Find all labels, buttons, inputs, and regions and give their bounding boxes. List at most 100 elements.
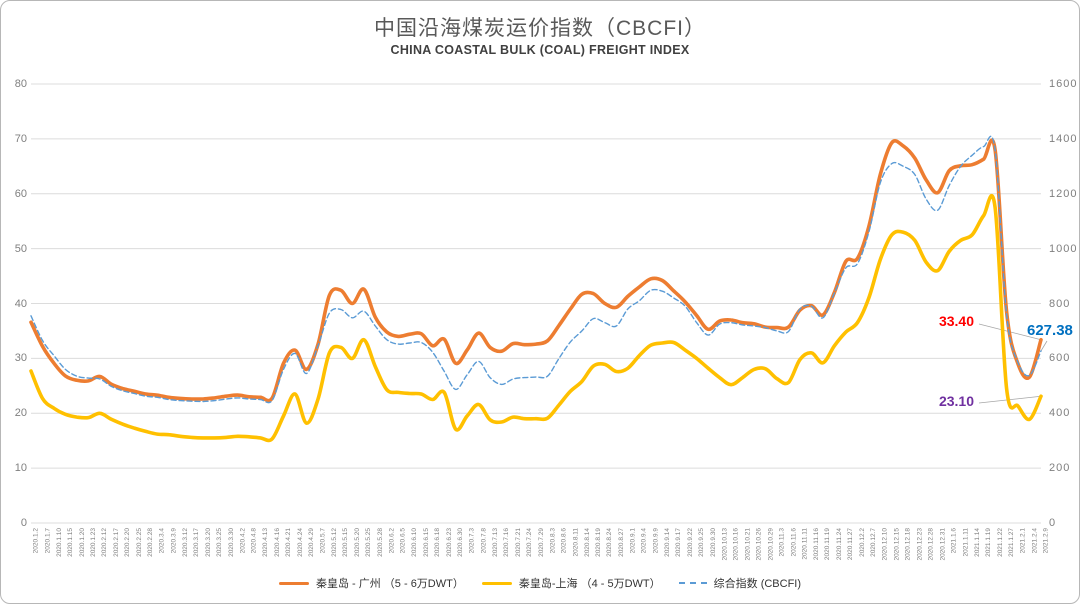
right-axis-tick: 0: [1049, 517, 1057, 529]
x-axis-date-label: 2020.6.18: [434, 528, 442, 557]
x-axis-date-label: 2021.1.27: [1008, 528, 1016, 557]
right-axis-tick: 1400: [1049, 132, 1078, 145]
x-axis-date-label: 2020.11.6: [790, 528, 797, 557]
x-axis-date-label: 2020.11.3: [778, 528, 786, 557]
x-axis-date-label: 2020.8.24: [606, 528, 614, 557]
x-axis-date-label: 2020.7.3: [468, 528, 476, 554]
x-axis-date-label: 2020.5.25: [365, 528, 373, 557]
x-axis-date-label: 2020.3.9: [170, 528, 178, 554]
x-axis-date-label: 2020.11.19: [824, 528, 832, 561]
x-axis-date-label: 2020.6.2: [388, 528, 396, 554]
x-axis-date-label: 2020.9.9: [652, 528, 660, 554]
x-axis-date-label: 2020.3.20: [204, 528, 212, 557]
x-axis-date-label: 2020.12.2: [858, 528, 866, 557]
series-line-2: [30, 135, 1042, 404]
x-axis-date-label: 2020.9.1: [629, 528, 637, 554]
x-axis-date-label: 2020.10.13: [721, 528, 729, 561]
x-axis-date-label: 2020.5.7: [319, 528, 327, 554]
legend-line-dashed-blue-icon: [678, 582, 707, 584]
x-axis-date-label: 2020.4.8: [250, 528, 258, 554]
x-axis-date-label: 2020.8.11: [571, 528, 579, 557]
x-axis-date-label: 2020.2.17: [112, 528, 120, 557]
x-axis-date-label: 2020.12.31: [939, 528, 947, 561]
x-axis-date-label: 2020.8.6: [560, 528, 568, 554]
x-axis-date-label: 2020.12.23: [916, 528, 924, 561]
series-line-1: [29, 194, 1043, 443]
x-axis-date-label: 2020.4.29: [307, 528, 315, 557]
legend-line-yellow-icon: [481, 581, 512, 585]
x-axis-date-label: 2020.1.10: [55, 528, 63, 557]
x-axis-date-label: 2020.12.18: [904, 528, 912, 561]
x-axis-date-label: 2020.4.13: [262, 528, 270, 557]
x-axis-date-label: 2021.1.14: [973, 528, 981, 557]
x-axis-date-label: 2020.12.10: [881, 528, 889, 561]
x-axis-date-label: 2020.9.22: [686, 528, 694, 557]
x-axis-date-label: 2020.3.17: [193, 528, 201, 557]
legend-item-cbcfi-composite: 综合指数 (CBCFI): [678, 575, 802, 591]
left-axis-tick: 20: [14, 407, 27, 420]
x-axis-date-label: 2020.7.21: [514, 528, 522, 557]
x-axis-date-label: 2020.4.16: [273, 528, 281, 557]
chart-title: 中国沿海煤炭运价指数（CBCFI）: [374, 17, 706, 40]
x-axis-date-label: 2020.9.14: [663, 528, 671, 557]
x-axis-date-label: 2020.8.3: [548, 528, 556, 554]
x-axis-date-label: 2020.6.23: [445, 528, 453, 557]
x-axis-date-label: 2020.11.11: [801, 528, 809, 560]
x-axis-date-label: 2021.2.1: [1019, 528, 1027, 554]
right-axis-tick: 1000: [1049, 242, 1078, 255]
legend-label-qinhuangdao-shanghai: 秦皇岛-上海 （4 - 5万DWT）: [518, 578, 661, 590]
x-axis-date-label: 2020.9.25: [698, 528, 706, 557]
x-axis-date-label: 2021.1.19: [985, 528, 993, 557]
x-axis-date-label: 2020.10.26: [755, 528, 763, 561]
annotation-qinhuangdao-shanghai-last-value: 23.10: [938, 393, 974, 409]
x-axis-date-label: 2020.11.27: [847, 528, 855, 561]
chart-subtitle: CHINA COASTAL BULK (COAL) FREIGHT INDEX: [390, 43, 690, 57]
x-axis-date-label: 2020.2.28: [147, 528, 155, 557]
right-axis-tick: 200: [1049, 462, 1071, 475]
left-axis-tick: 10: [14, 462, 27, 475]
annotation-cbcfi-last-value: 627.38: [1027, 322, 1073, 339]
leader-line-627-38: [1040, 340, 1048, 352]
legend-item-qinhuangdao-shanghai: 秦皇岛-上海 （4 - 5万DWT）: [481, 575, 661, 591]
x-axis-date-label: 2020.5.12: [330, 528, 338, 557]
x-axis-date-label: 2020.3.12: [181, 528, 189, 557]
x-axis-date-label: 2021.1.6: [950, 528, 958, 554]
right-axis-tick: 600: [1049, 352, 1071, 365]
x-axis-date-label: 2020.3.25: [216, 528, 224, 557]
series-line-0: [29, 138, 1043, 403]
left-axis-tick: 80: [14, 78, 27, 90]
x-axis-date-label: 2020.9.17: [675, 528, 683, 557]
x-axis-date-label: 2020.7.24: [526, 528, 534, 557]
x-axis-date-label: 2020.8.19: [594, 528, 602, 557]
right-axis-tick: 400: [1049, 407, 1071, 420]
left-axis-tick: 30: [14, 352, 27, 365]
x-axis-date-label: 2020.10.16: [732, 528, 740, 561]
x-axis-date-label: 2020.4.24: [296, 528, 304, 557]
x-axis-date-label: 2020.4.2: [239, 528, 247, 554]
x-axis-date-label: 2020.11.16: [812, 528, 820, 561]
x-axis-date-label: 2021.2.9: [1042, 528, 1050, 554]
x-axis-date-label: 2020.12.15: [893, 528, 901, 561]
x-axis-date-label: 2021.1.11: [962, 528, 970, 557]
x-axis-date-label: 2020.7.29: [537, 528, 545, 557]
x-axis-date-label: 2020.8.27: [617, 528, 625, 557]
x-axis-date-label: 2020.1.7: [43, 528, 51, 554]
x-axis-date-label: 2020.6.30: [457, 528, 465, 557]
x-axis-date-label: 2020.7.13: [491, 528, 499, 557]
x-axis-date-label: 2020.6.10: [411, 528, 419, 557]
left-axis-tick: 70: [14, 132, 27, 145]
x-axis-date-label: 2020.2.25: [135, 528, 143, 557]
x-axis-date-label: 2020.5.20: [353, 528, 361, 557]
left-axis-tick: 60: [14, 187, 27, 200]
x-axis-date-label: 2020.1.23: [89, 528, 97, 557]
legend-label-cbcfi-composite: 综合指数 (CBCFI): [713, 578, 802, 590]
x-axis-date-label: 2020.5.28: [376, 528, 384, 557]
x-axis-date-label: 2020.12.28: [927, 528, 935, 561]
x-axis-date-label: 2020.4.21: [285, 528, 292, 557]
annotation-qinhuangdao-guangzhou-last-value: 33.40: [938, 313, 974, 329]
x-axis-date-label: 2020.6.5: [399, 528, 407, 554]
x-axis-date-label: 2021.2.4: [1031, 528, 1039, 554]
legend-line-orange-icon: [278, 581, 309, 585]
x-axis-date-label: 2020.7.8: [480, 528, 488, 554]
x-axis-date-label: 2020.7.16: [503, 528, 511, 557]
